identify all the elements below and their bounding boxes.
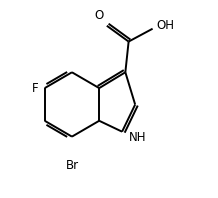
Text: F: F <box>32 82 38 95</box>
Text: OH: OH <box>157 19 175 32</box>
Text: Br: Br <box>65 159 78 172</box>
Text: O: O <box>95 9 104 22</box>
Text: NH: NH <box>129 130 146 144</box>
